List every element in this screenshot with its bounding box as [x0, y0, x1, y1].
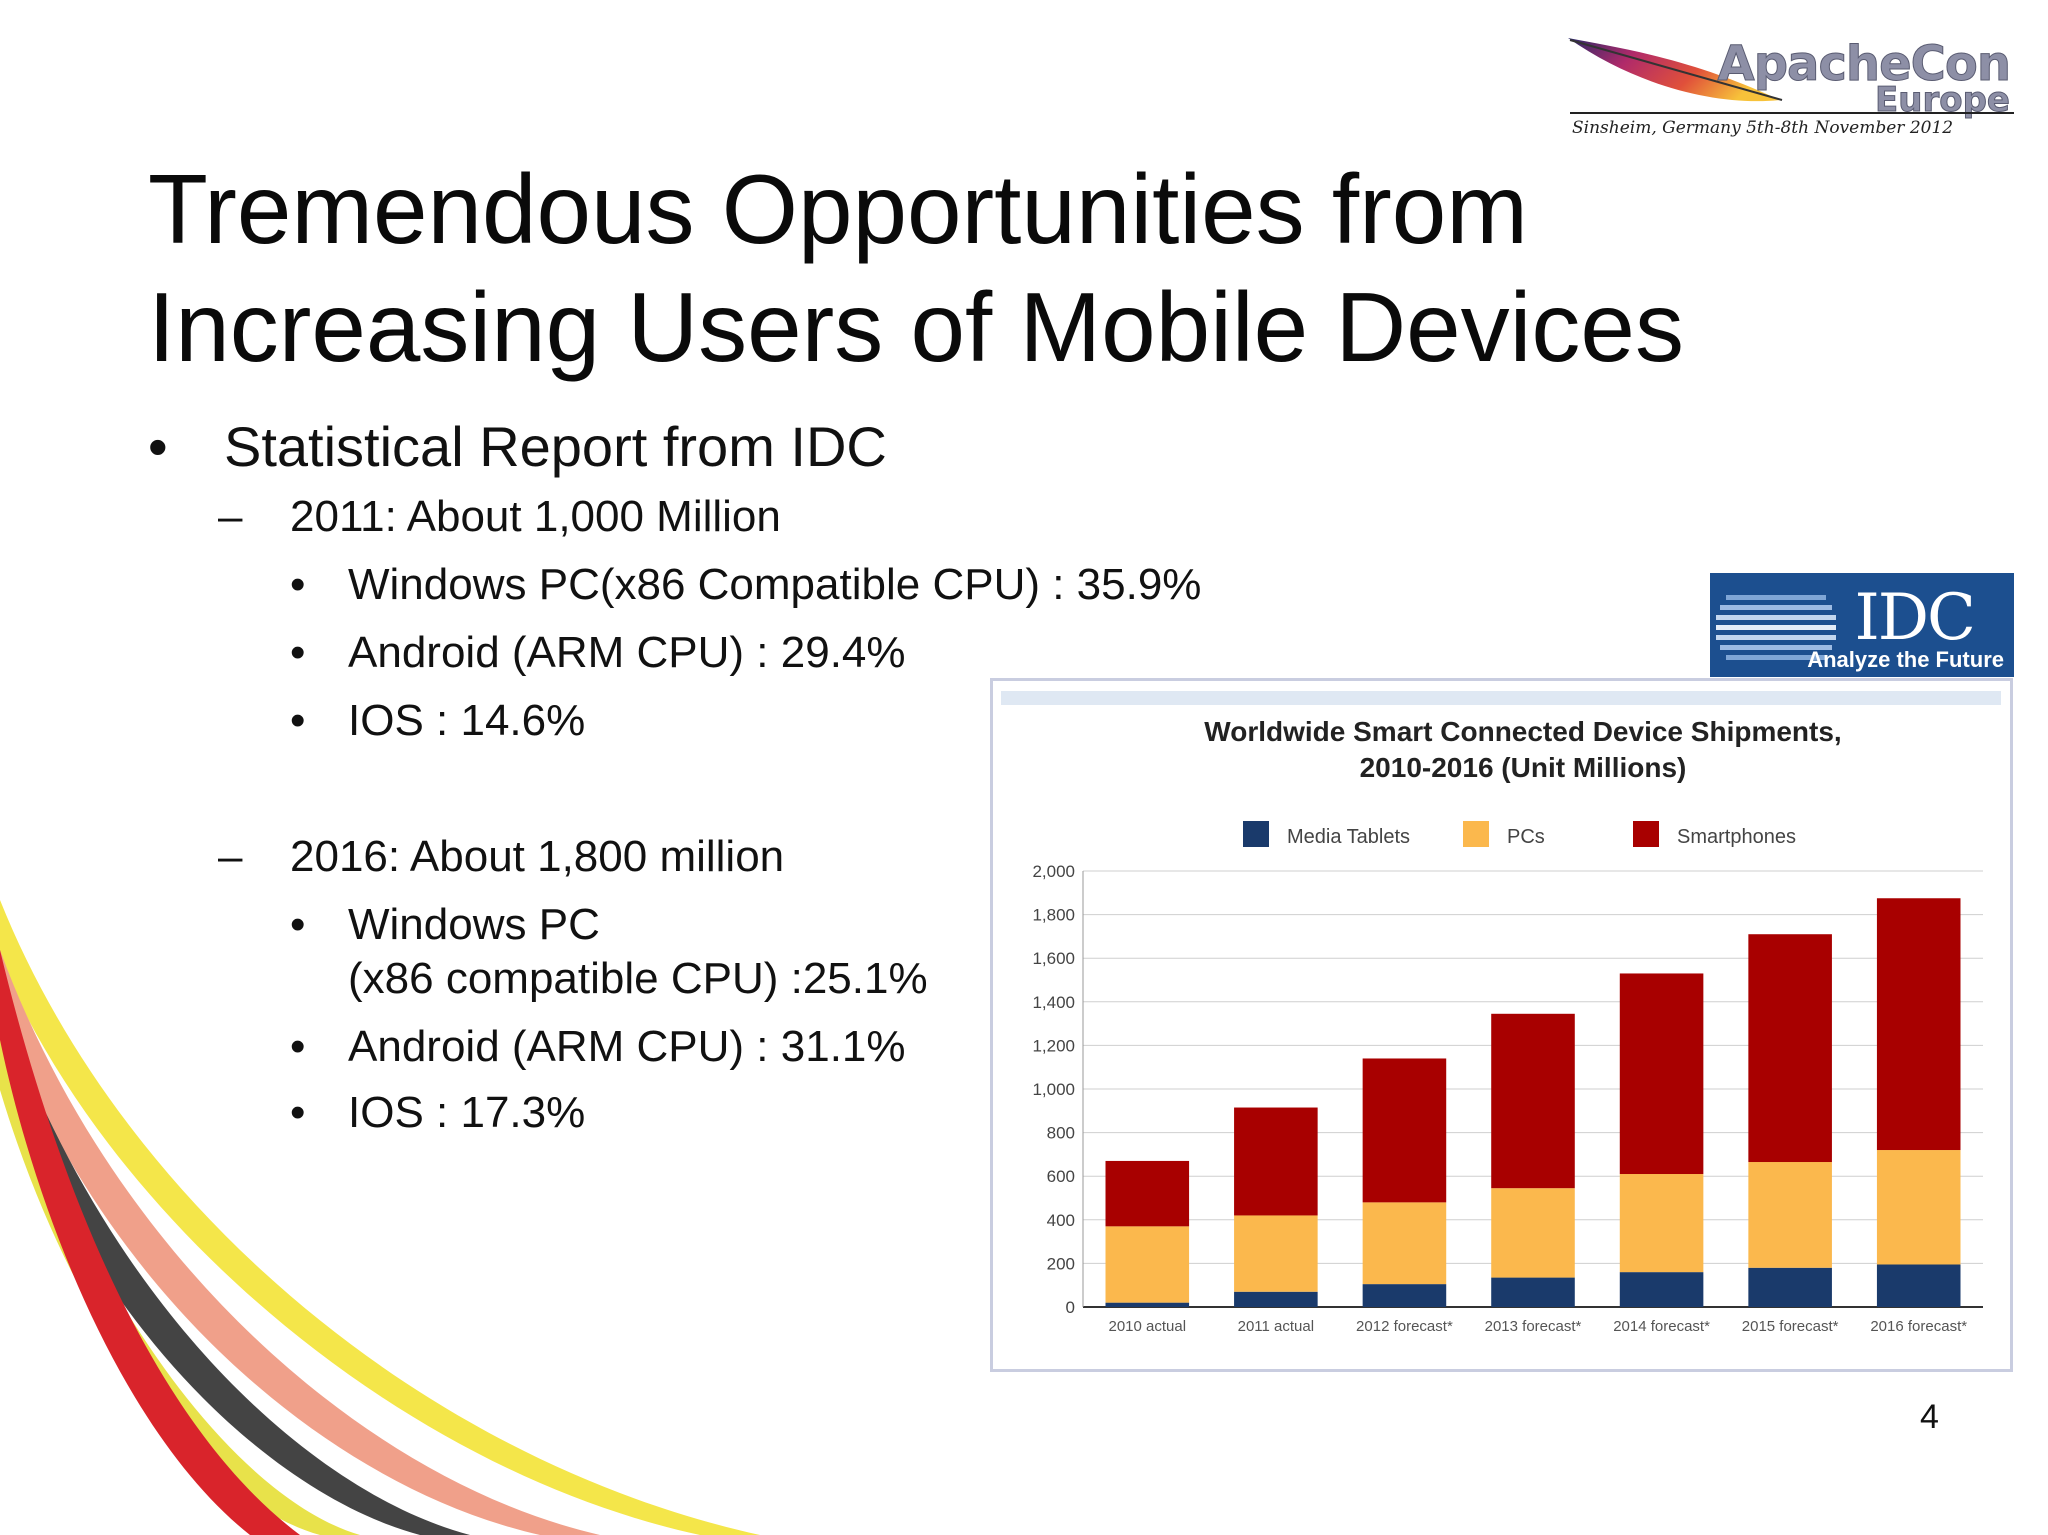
x-tick-label: 2016 forecast* — [1870, 1318, 1967, 1335]
logo-divider — [1570, 112, 2014, 114]
list-item-text: IOS : 14.6% — [348, 696, 586, 745]
x-tick-label: 2010 actual — [1108, 1318, 1186, 1335]
y-tick-label: 400 — [1047, 1211, 1075, 1230]
bar-segment — [1619, 1174, 1704, 1273]
bar-segment — [1491, 1277, 1575, 1307]
y-tick-label: 1,000 — [1032, 1080, 1075, 1099]
list-item-text: (x86 compatible CPU) :25.1% — [348, 954, 928, 1003]
x-tick-label: 2014 forecast* — [1613, 1318, 1710, 1335]
y-tick-label: 1,600 — [1032, 949, 1075, 968]
bar-segment — [1105, 1302, 1190, 1307]
list-item: • Windows PC(x86 Compatible CPU) : 35.9% — [290, 558, 1201, 612]
dash-icon: – — [218, 492, 243, 541]
y-tick-label: 800 — [1047, 1124, 1075, 1143]
legend-label: Smartphones — [1677, 826, 1796, 848]
sub-bullet-2011: – 2011: About 1,000 Million — [218, 492, 781, 542]
list-item: • Windows PC — [290, 898, 600, 952]
bar-segment — [1491, 1188, 1575, 1278]
bullet-dot-icon: • — [290, 560, 306, 609]
x-tick-label: 2015 forecast* — [1742, 1318, 1839, 1335]
bar-segment — [1234, 1215, 1318, 1292]
list-item-continuation: (x86 compatible CPU) :25.1% — [290, 952, 928, 1006]
list-item: • Android (ARM CPU) : 29.4% — [290, 626, 906, 680]
list-item-text: IOS : 17.3% — [348, 1088, 586, 1137]
y-tick-label: 600 — [1047, 1167, 1075, 1186]
x-tick-label: 2013 forecast* — [1485, 1318, 1582, 1335]
list-item-text: Android (ARM CPU) : 29.4% — [348, 628, 906, 677]
y-tick-label: 1,400 — [1032, 993, 1075, 1012]
legend-swatch — [1633, 821, 1659, 847]
list-item: • IOS : 14.6% — [290, 694, 585, 748]
chart-title-line-1: Worldwide Smart Connected Device Shipmen… — [1204, 716, 1841, 747]
bullet-dot-icon: • — [290, 628, 306, 677]
bar-segment — [1876, 1264, 1961, 1307]
logo-wordmark: ApacheCon — [1717, 36, 2011, 93]
feather-icon — [1568, 38, 1783, 102]
slide-title: Tremendous Opportunities from Increasing… — [148, 150, 1684, 386]
y-tick-label: 1,200 — [1032, 1036, 1075, 1055]
idc-logo: IDC Analyze the Future — [1710, 573, 2014, 677]
y-tick-label: 200 — [1047, 1254, 1075, 1273]
bar-segment — [1491, 1013, 1575, 1189]
bar-segment — [1234, 1107, 1318, 1216]
bullet-dot-icon: • — [290, 696, 306, 745]
bar-segment — [1362, 1202, 1447, 1285]
page-number: 4 — [1920, 1398, 1939, 1436]
stacked-bar-chart: Worldwide Smart Connected Device Shipmen… — [1001, 691, 2001, 1335]
bar-segment — [1748, 1267, 1832, 1307]
y-tick-label: 2,000 — [1032, 862, 1075, 881]
chart-title-line-2: 2010-2016 (Unit Millions) — [1360, 752, 1687, 783]
bar-segment — [1234, 1291, 1318, 1307]
bar-segment — [1748, 1162, 1832, 1268]
bar-segment — [1105, 1160, 1190, 1227]
idc-wordmark: IDC — [1854, 581, 1976, 655]
bar-segment — [1876, 1150, 1961, 1265]
bullet-main: • Statistical Report from IDC — [148, 414, 887, 479]
idc-tagline: Analyze the Future — [1807, 647, 2004, 672]
bar-segment — [1362, 1058, 1447, 1203]
logo-tagline: Sinsheim, Germany 5th-8th November 2012 — [1572, 118, 1954, 138]
bullet-dot-icon: • — [290, 1022, 306, 1071]
legend-label: PCs — [1507, 826, 1545, 848]
list-item-text: Windows PC — [348, 900, 600, 949]
y-tick-label: 0 — [1066, 1298, 1075, 1317]
globe-icon — [1716, 595, 1836, 660]
legend-swatch — [1463, 821, 1489, 847]
list-item: • Android (ARM CPU) : 31.1% — [290, 1020, 906, 1074]
list-item-text: Android (ARM CPU) : 31.1% — [348, 1022, 906, 1071]
list-item-text: Windows PC(x86 Compatible CPU) : 35.9% — [348, 560, 1202, 609]
x-tick-label: 2011 actual — [1238, 1318, 1314, 1335]
chart-header-band — [1001, 691, 2001, 705]
chart-title: Worldwide Smart Connected Device Shipmen… — [1204, 716, 1841, 783]
sub-bullet-2016: – 2016: About 1,800 million — [218, 832, 784, 882]
bar-segment — [1619, 1272, 1704, 1307]
logo-subwordmark: Europe — [1875, 80, 2011, 121]
bullet-dot-icon: • — [290, 900, 306, 949]
slide-title-line-2: Increasing Users of Mobile Devices — [148, 272, 1684, 382]
chart-panel: Worldwide Smart Connected Device Shipmen… — [990, 678, 2013, 1372]
legend-swatch — [1243, 821, 1269, 847]
bullet-main-text: Statistical Report from IDC — [224, 415, 887, 478]
y-tick-label: 1,800 — [1032, 906, 1075, 925]
legend-label: Media Tablets — [1287, 826, 1410, 848]
apachecon-logo: ApacheCon Europe Sinsheim, Germany 5th-8… — [1560, 28, 2020, 148]
x-tick-label: 2012 forecast* — [1356, 1318, 1453, 1335]
sub-bullet-2011-text: 2011: About 1,000 Million — [290, 492, 781, 541]
bar-segment — [1748, 934, 1832, 1163]
slide-title-line-1: Tremendous Opportunities from — [148, 154, 1528, 264]
bar-segment — [1362, 1284, 1447, 1307]
dash-icon: – — [218, 832, 243, 881]
sub-bullet-2016-text: 2016: About 1,800 million — [290, 832, 785, 881]
bar-segment — [1876, 898, 1961, 1151]
bar-segment — [1619, 973, 1704, 1175]
bullet-dot-icon: • — [148, 415, 168, 478]
list-item: • IOS : 17.3% — [290, 1086, 585, 1140]
bar-segment — [1105, 1226, 1190, 1303]
bullet-dot-icon: • — [290, 1088, 306, 1137]
